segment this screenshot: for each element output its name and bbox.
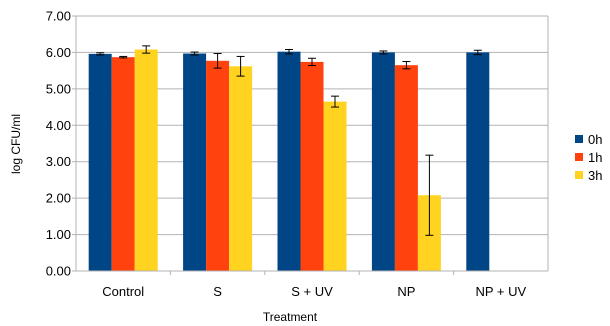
y-tick-label: 7.00	[46, 9, 71, 24]
x-tick-label: NP + UV	[475, 284, 526, 299]
bar-0h-4	[466, 52, 490, 271]
y-tick-label: 4.00	[46, 118, 71, 133]
y-tick-label: 0.00	[46, 264, 71, 279]
bar-0h-1	[183, 53, 207, 272]
x-tick-label: S	[213, 284, 222, 299]
legend-swatch-3h	[575, 171, 583, 179]
y-tick-label: 3.00	[46, 154, 71, 169]
y-tick-label: 5.00	[46, 81, 71, 96]
axes	[75, 16, 549, 275]
x-tick-label: NP	[397, 284, 415, 299]
bar-1h-2	[300, 61, 324, 272]
y-axis-title: log CFU/ml	[9, 114, 23, 174]
legend-swatch-0h	[575, 135, 583, 143]
legend-swatch-1h	[575, 153, 583, 161]
bar-1h-1	[206, 60, 230, 271]
y-tick-label: 6.00	[46, 45, 71, 60]
x-axis-title: Treatment	[263, 310, 318, 324]
legend-label-3h: 3h	[588, 168, 602, 183]
x-tick-label: Control	[102, 284, 144, 299]
bar-1h-3	[394, 65, 418, 271]
bar-3h-1	[229, 66, 253, 272]
x-tick-label: S + UV	[291, 284, 333, 299]
y-tick-labels: 0.00 1.00 2.00 3.00 4.00 5.00 6.00 7.00	[46, 9, 71, 279]
y-tick-label: 2.00	[46, 191, 71, 206]
y-tick-label: 1.00	[46, 227, 71, 242]
legend: 0h 1h 3h	[575, 132, 602, 183]
bars	[88, 49, 490, 272]
bar-3h-2	[323, 101, 347, 271]
legend-label-0h: 0h	[588, 132, 602, 147]
x-tick-labels: Control S S + UV NP NP + UV	[102, 284, 526, 299]
bar-3h-0	[134, 49, 158, 272]
bar-0h-0	[88, 53, 112, 272]
error-bars	[96, 45, 528, 272]
bar-0h-2	[277, 51, 301, 272]
bar-0h-3	[371, 52, 395, 271]
legend-label-1h: 1h	[588, 150, 602, 165]
bar-1h-0	[111, 57, 135, 271]
